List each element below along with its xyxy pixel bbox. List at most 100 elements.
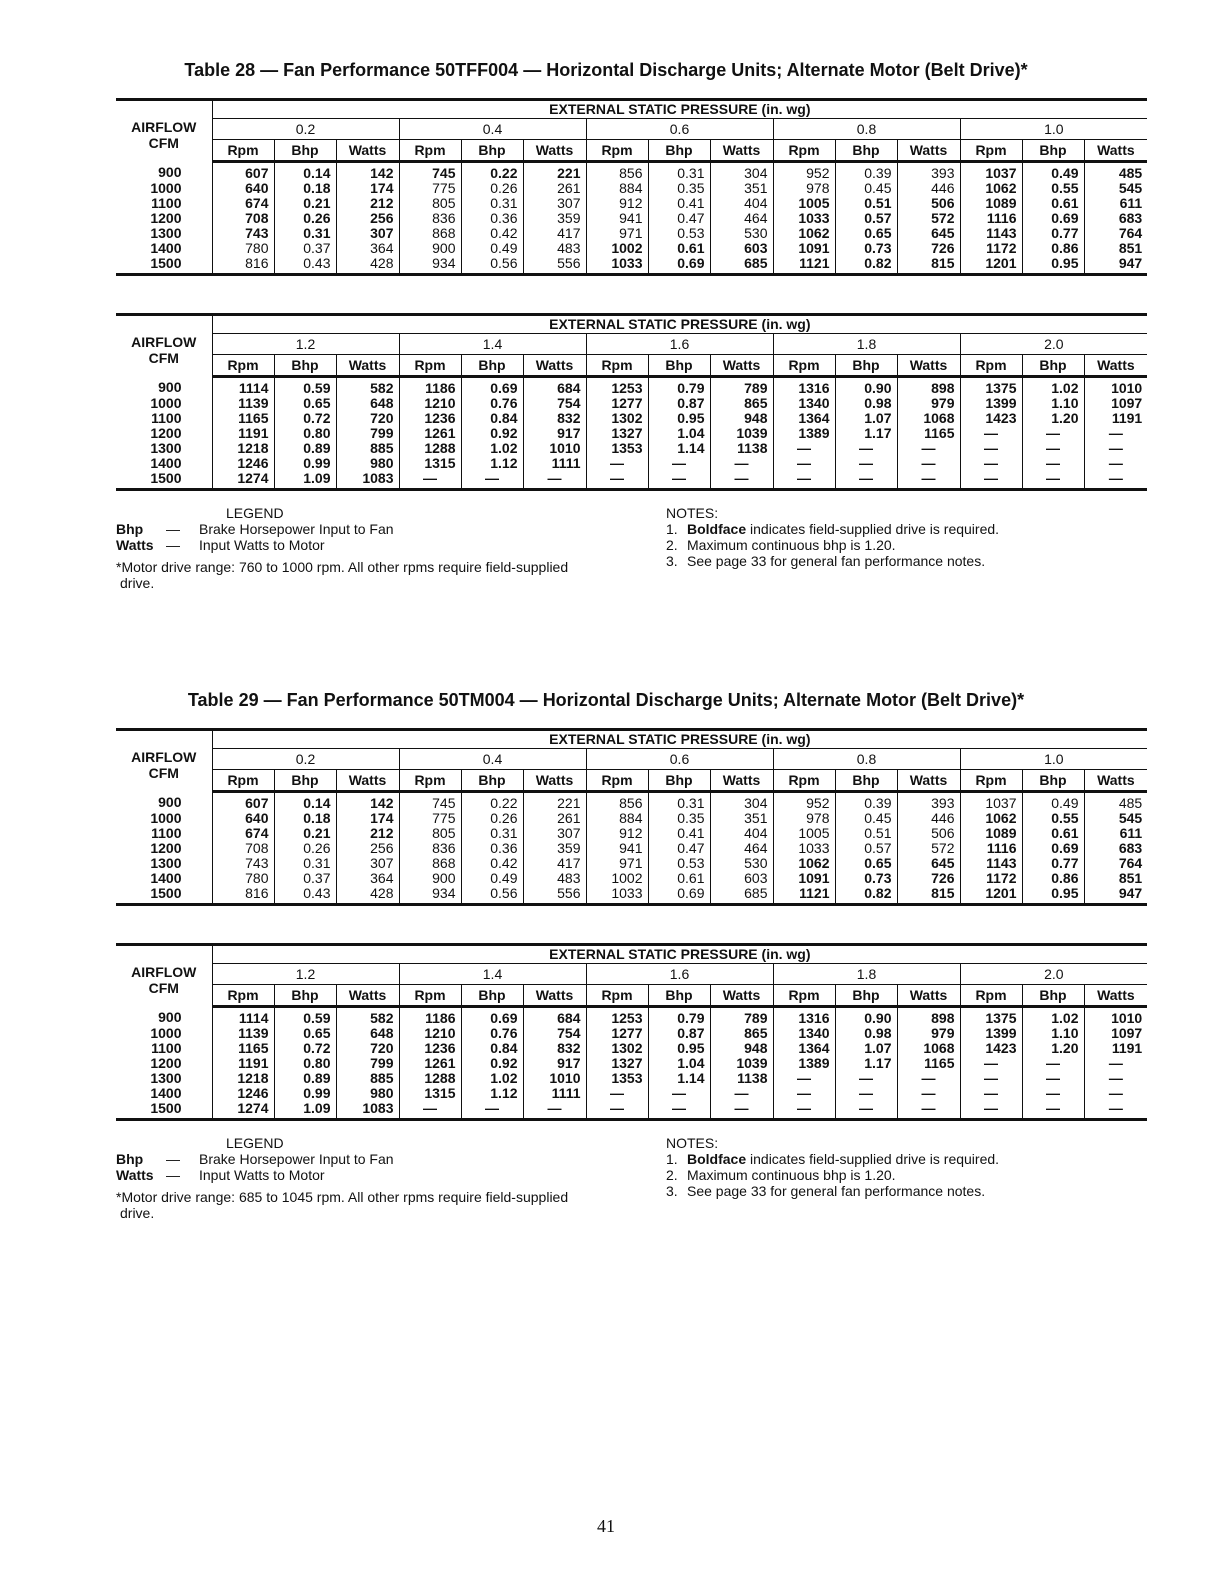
data-cell: 1165 <box>212 411 275 426</box>
data-cell: 979 <box>897 1026 961 1041</box>
airflow-cfm: 1400 <box>116 241 213 256</box>
data-cell: 856 <box>586 791 649 811</box>
data-cell: 212 <box>336 196 400 211</box>
note-number: 2. <box>666 537 678 553</box>
legend-dash: — <box>166 1167 180 1183</box>
data-cell: 0.65 <box>274 396 337 411</box>
data-cell: 1274 <box>212 1101 275 1121</box>
table-row: 1100 1165 0.72 720 1236 0.84 832 1302 0.95 948 136… <box>116 411 1147 426</box>
data-cell: — <box>461 1101 524 1121</box>
data-cell: 0.18 <box>274 811 337 826</box>
data-cell: 0.43 <box>274 256 337 276</box>
data-cell: 0.69 <box>648 886 711 906</box>
airflow-cfm: 1100 <box>116 826 213 841</box>
data-cell: — <box>960 1086 1023 1101</box>
note-item: 3. See page 33 for general fan performanc… <box>666 553 999 569</box>
legend: LEGEND Bhp — Brake Horsepower Input to Fan W… <box>116 1135 616 1221</box>
data-cell: 683 <box>1118 840 1143 856</box>
data-cell: 0.69 <box>648 256 711 276</box>
column-header: Bhp <box>461 984 524 1008</box>
legend-item: Watts — Input Watts to Motor <box>116 537 616 553</box>
data-cell: 0.39 <box>835 791 898 811</box>
data-cell: 1143 <box>960 226 1023 241</box>
column-header: Watts <box>1084 354 1148 378</box>
data-cell: 1.14 <box>648 1071 711 1086</box>
data-cell: 0.65 <box>835 226 898 241</box>
data-cell: 1288 <box>399 441 462 456</box>
data-cell: 764 <box>1118 225 1143 241</box>
column-header: Watts <box>336 354 400 378</box>
data-cell: 816 <box>212 886 275 906</box>
data-cell: — <box>773 471 836 491</box>
data-cell: 0.31 <box>648 161 711 181</box>
data-cell: 1002 <box>586 871 649 886</box>
data-cell: 1186 <box>399 376 462 396</box>
column-header: Rpm <box>212 984 275 1008</box>
data-cell: 743 <box>212 856 275 871</box>
airflow-label: AIRFLOW <box>131 334 197 350</box>
column-header: Bhp <box>461 354 524 378</box>
data-cell: 1375 <box>960 1006 1023 1026</box>
column-header: Watts <box>710 769 774 793</box>
data-cell: — <box>461 471 524 491</box>
data-cell: — <box>586 456 649 471</box>
table-row: 1000 640 0.18 174 775 0.26 261 884 0.35 351 978 0.4… <box>116 811 1147 826</box>
airflow-cfm: 1100 <box>116 411 213 426</box>
data-cell: 1165 <box>212 1041 275 1056</box>
airflow-cfm: 1400 <box>116 456 213 471</box>
airflow-label: AIRFLOW <box>131 749 197 765</box>
data-cell: 836 <box>399 841 462 856</box>
esp-header: EXTERNAL STATIC PRESSURE (in. wg) <box>212 943 1148 964</box>
airflow-header: AIRFLOW CFM <box>116 98 213 162</box>
data-cell: 351 <box>710 181 774 196</box>
data-cell: 0.92 <box>461 426 524 441</box>
data-cell: — <box>897 1086 961 1101</box>
data-cell: 745 <box>399 791 462 811</box>
data-cell: 1.04 <box>648 1056 711 1071</box>
data-cell: 1.10 <box>1022 396 1085 411</box>
pressure-header: 1.8 <box>773 963 961 985</box>
airflow-cfm: 1200 <box>116 211 213 226</box>
data-cell: — <box>1108 455 1123 471</box>
data-cell: 545 <box>1118 810 1143 826</box>
column-header: Watts <box>897 769 961 793</box>
data-cell: 1097 <box>1111 1025 1143 1041</box>
data-cell: 1143 <box>960 856 1023 871</box>
data-cell: 0.89 <box>274 1071 337 1086</box>
data-cell: 1.09 <box>274 1101 337 1121</box>
column-header: Rpm <box>399 984 462 1008</box>
airflow-cfm: 1000 <box>116 181 213 196</box>
data-cell: 0.80 <box>274 426 337 441</box>
data-cell: — <box>960 1101 1023 1121</box>
data-cell: 1.02 <box>1022 376 1085 396</box>
airflow-cfm: 1300 <box>116 226 213 241</box>
fan-performance-table: AIRFLOW CFM EXTERNAL STATIC PRESSURE (in. … <box>116 728 1148 906</box>
data-cell: 1121 <box>773 256 836 276</box>
note-number: 1. <box>666 1151 678 1167</box>
data-cell: 912 <box>586 196 649 211</box>
legend-term: Bhp <box>116 521 144 537</box>
data-cell: 1010 <box>523 1071 587 1086</box>
data-cell: 764 <box>1118 855 1143 871</box>
data-cell: 1340 <box>773 396 836 411</box>
column-header: Bhp <box>648 769 711 793</box>
data-cell: 1423 <box>960 411 1023 426</box>
data-cell: 948 <box>710 411 774 426</box>
airflow-cfm: 1400 <box>116 1086 213 1101</box>
data-cell: 0.90 <box>835 376 898 396</box>
data-cell: 934 <box>399 256 462 276</box>
column-header: Rpm <box>586 769 649 793</box>
data-cell: — <box>399 1101 462 1121</box>
data-cell: — <box>399 471 462 491</box>
data-cell: 0.84 <box>461 411 524 426</box>
data-cell: 1389 <box>773 1056 836 1071</box>
data-cell: — <box>648 1086 711 1101</box>
data-cell: 900 <box>399 871 462 886</box>
column-header: Bhp <box>461 769 524 793</box>
data-cell: 304 <box>710 791 774 811</box>
column-header: Rpm <box>212 139 275 163</box>
cfm-label: CFM <box>148 135 179 151</box>
data-cell: 1253 <box>586 1006 649 1026</box>
legend-item: Bhp — Brake Horsepower Input to Fan <box>116 1151 616 1167</box>
